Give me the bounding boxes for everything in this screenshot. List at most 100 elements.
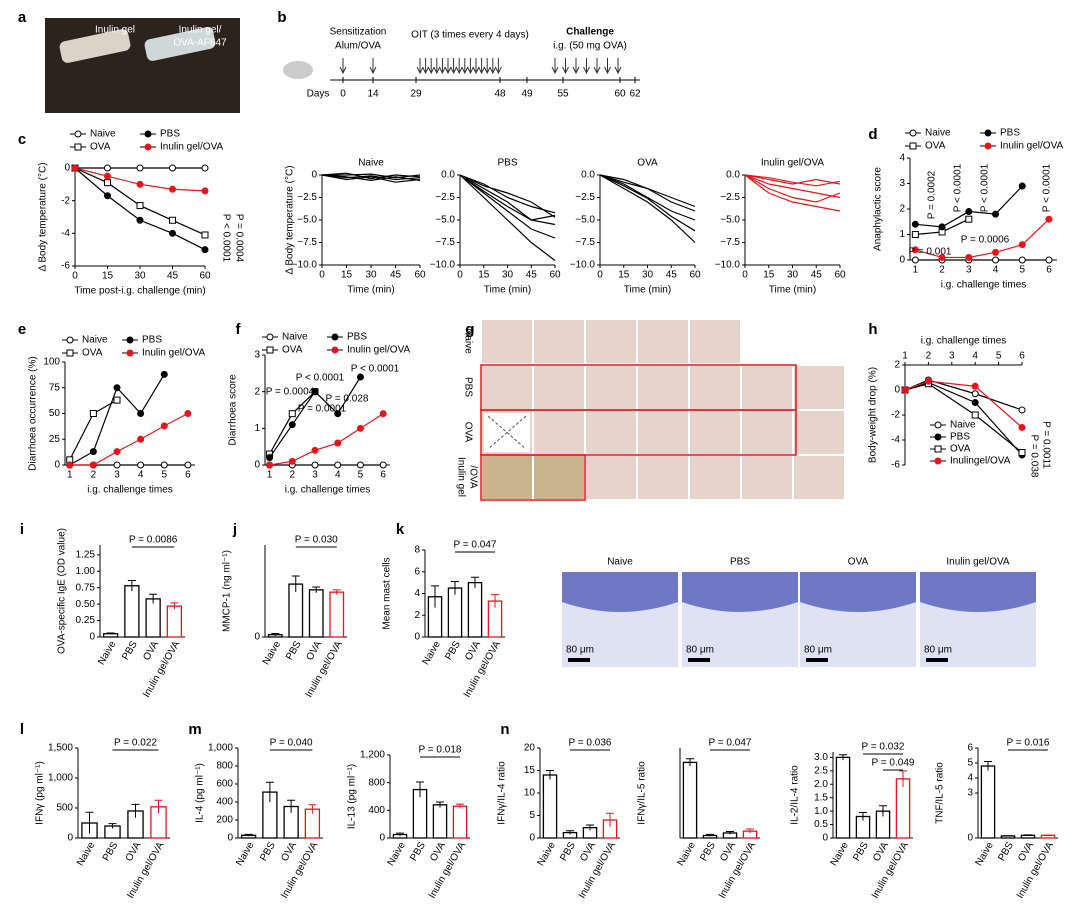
y-tick-label: 5 — [529, 810, 535, 821]
photo — [638, 456, 688, 499]
x-axis-label: Time (min) — [624, 285, 671, 296]
marker — [201, 187, 209, 195]
y-tick-label: 0.25 — [76, 615, 96, 626]
x-tick-label: 5 — [161, 470, 167, 481]
marker — [334, 461, 342, 469]
x-tick-label: 15 — [618, 270, 630, 281]
series-line — [904, 380, 1023, 428]
marker — [104, 164, 111, 172]
marker — [113, 461, 121, 469]
x-tick-label: OVA — [279, 840, 299, 863]
x-tick-label: 0 — [72, 271, 78, 282]
annotation: P = 0.0011 — [1040, 421, 1051, 469]
x-tick-label: 60 — [549, 270, 561, 281]
photo — [482, 320, 532, 363]
tissue — [682, 572, 798, 612]
marker — [89, 461, 97, 469]
series-line — [599, 174, 696, 243]
panel-letter: e — [18, 321, 26, 338]
y-tick-label: 0.0 — [441, 170, 455, 181]
x-tick-label: 1 — [913, 265, 919, 276]
marker — [911, 231, 919, 238]
annotation: P < 0.0001 — [953, 163, 964, 212]
y-tick-label: 10 — [524, 788, 536, 799]
marker — [379, 410, 387, 418]
marker — [311, 446, 319, 454]
marker — [1018, 182, 1026, 190]
photo — [690, 366, 740, 409]
y-axis-label: IFNγ/IL-4 ratio — [497, 761, 508, 825]
y-tick-label: 2 — [254, 386, 260, 397]
arrow — [455, 58, 463, 75]
y-tick-label: 3 — [967, 788, 973, 799]
x-axis-label: Time post-i.g. challenge (min) — [74, 286, 205, 297]
marker — [934, 457, 942, 465]
annotation: P = 0.036 — [569, 738, 612, 749]
x-tick-label: 45 — [666, 270, 678, 281]
annotation: P < 0.0001 — [980, 163, 991, 212]
marker — [909, 129, 917, 137]
error-bar — [308, 804, 317, 814]
legend-label: PBS — [1000, 128, 1020, 139]
y-axis-label: Diarrhoea score — [228, 374, 239, 446]
y-tick-label: 0 — [227, 833, 233, 844]
photo — [690, 411, 740, 454]
error-bar — [839, 754, 847, 761]
y-tick-label: 400 — [216, 797, 233, 808]
y-tick-label: 1,200 — [360, 750, 385, 761]
series-line — [459, 174, 556, 214]
marker — [911, 246, 919, 254]
error-bar — [332, 589, 341, 595]
marker — [104, 192, 111, 200]
legend-label: OVA — [82, 348, 103, 359]
x-tick-label: 0 — [597, 270, 603, 281]
photo — [586, 366, 636, 409]
y-axis-label: MMCP-1 (ng ml⁻¹) — [222, 550, 233, 632]
arrow — [461, 58, 469, 75]
y-tick-label: -6 — [891, 460, 900, 471]
x-tick-label: Naive — [676, 840, 699, 868]
x-tick-label: PBS — [408, 840, 428, 863]
y-axis-label: Mean mast cells — [382, 557, 393, 629]
error-bar — [456, 803, 464, 809]
y-axis-label: Diarrhoea occurrence (%) — [28, 356, 39, 471]
panel-letter: h — [868, 321, 877, 338]
photo — [794, 456, 844, 499]
legend-label: PBS — [142, 335, 162, 346]
y-tick-label: -4 — [61, 228, 70, 239]
x-tick-label: 3 — [114, 470, 120, 481]
y-tick-label: 3 — [899, 178, 905, 189]
photo — [638, 320, 688, 363]
marker — [136, 216, 144, 224]
marker — [909, 142, 917, 150]
panel-letter: d — [868, 126, 877, 143]
y-tick-label: 8 — [414, 545, 420, 556]
marker — [137, 435, 145, 443]
y-tick-label: 4 — [899, 153, 905, 164]
marker — [311, 388, 319, 396]
subplot-title: Inulin gel/OVA — [761, 158, 825, 169]
error-bar — [108, 823, 117, 829]
x-tick-label: 45 — [526, 270, 538, 281]
bar — [447, 587, 463, 638]
error-bar — [131, 803, 140, 818]
x-tick-label: Naive — [75, 840, 98, 868]
photo — [534, 456, 584, 499]
x-tick-label: 3 — [966, 265, 972, 276]
series-line — [599, 174, 696, 221]
bar — [124, 585, 140, 638]
x-tick-label: 6 — [1046, 265, 1052, 276]
arrow — [339, 58, 347, 75]
series-line — [904, 383, 1023, 453]
arrow — [604, 58, 611, 75]
bar — [895, 778, 911, 839]
error-bar — [491, 594, 499, 608]
y-tick-label: 2 — [414, 610, 420, 621]
tissue — [800, 572, 916, 612]
error-bar — [416, 781, 424, 798]
photo — [638, 366, 688, 409]
photo — [794, 366, 844, 409]
x-tick-label: 30 — [502, 270, 514, 281]
y-tick-label: 0 — [254, 632, 260, 643]
y-tick-label: −2.5 — [297, 192, 317, 203]
